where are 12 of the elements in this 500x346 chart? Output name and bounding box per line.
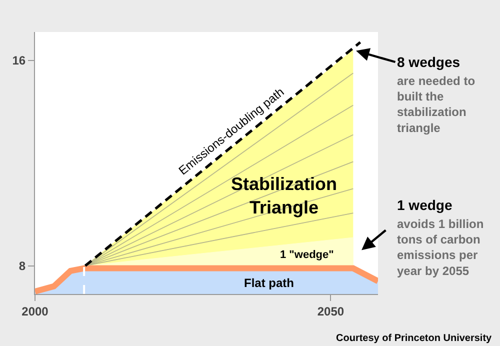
annotation: 1 "wedge" bbox=[280, 249, 334, 261]
x-tick-label: 2000 bbox=[22, 304, 49, 318]
annotation: 8 wedges bbox=[397, 54, 460, 70]
y-tick-label: 8 bbox=[18, 258, 26, 273]
annotation: Flat path bbox=[244, 276, 294, 290]
annotation: Stabilization Triangle bbox=[231, 174, 338, 218]
y-tick-label: 16 bbox=[12, 53, 26, 68]
text: are needed to built the stabilization triangle bbox=[397, 74, 476, 135]
text: avoids 1 billion tons of carbon emissions per year by 2055 bbox=[397, 217, 484, 278]
text: 1 wedge bbox=[397, 197, 452, 213]
x-tick-label: 2050 bbox=[317, 304, 344, 318]
text: Courtesy of Princeton University bbox=[336, 333, 492, 344]
